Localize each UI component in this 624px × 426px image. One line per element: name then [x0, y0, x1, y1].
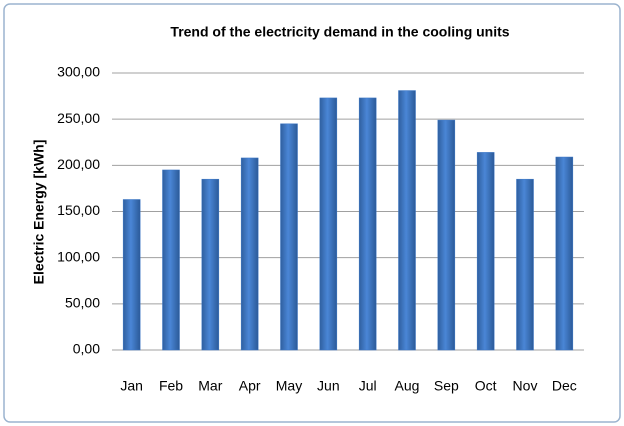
bar [358, 97, 377, 351]
bar [280, 123, 298, 351]
x-tick-label: Aug [395, 378, 420, 394]
bar [398, 90, 416, 351]
frame [3, 3, 621, 423]
bar [122, 199, 141, 351]
y-tick-label: 150,00 [57, 202, 100, 218]
bar [240, 157, 259, 351]
chart-title: Trend of the electricity demand in the c… [170, 24, 509, 40]
bar [201, 178, 220, 351]
x-tick-label: Feb [159, 378, 183, 394]
y-axis-label: Electric Energy [kWh] [31, 140, 47, 285]
bar [319, 97, 338, 351]
x-tick-label: Apr [239, 378, 261, 394]
bar [476, 152, 495, 351]
x-tick-label: May [276, 378, 302, 394]
x-tick-label: Mar [198, 378, 222, 394]
y-tick-label: 0,00 [73, 341, 100, 357]
bar [516, 178, 534, 351]
y-tick-label: 200,00 [57, 156, 100, 172]
x-tick-label: Sep [434, 378, 459, 394]
bar [162, 169, 180, 351]
x-tick-label: Jul [359, 378, 377, 394]
x-tick-label: Jan [120, 378, 143, 394]
x-tick-label: Dec [552, 378, 577, 394]
x-tick-label: Nov [513, 378, 538, 394]
x-tick-label: Jun [317, 378, 340, 394]
y-tick-label: 100,00 [57, 248, 100, 264]
y-tick-label: 50,00 [65, 295, 100, 311]
y-tick-label: 250,00 [57, 110, 100, 126]
y-tick-label: 300,00 [57, 64, 100, 80]
bar [555, 156, 574, 351]
x-tick-label: Oct [475, 378, 497, 394]
bar [437, 119, 456, 351]
